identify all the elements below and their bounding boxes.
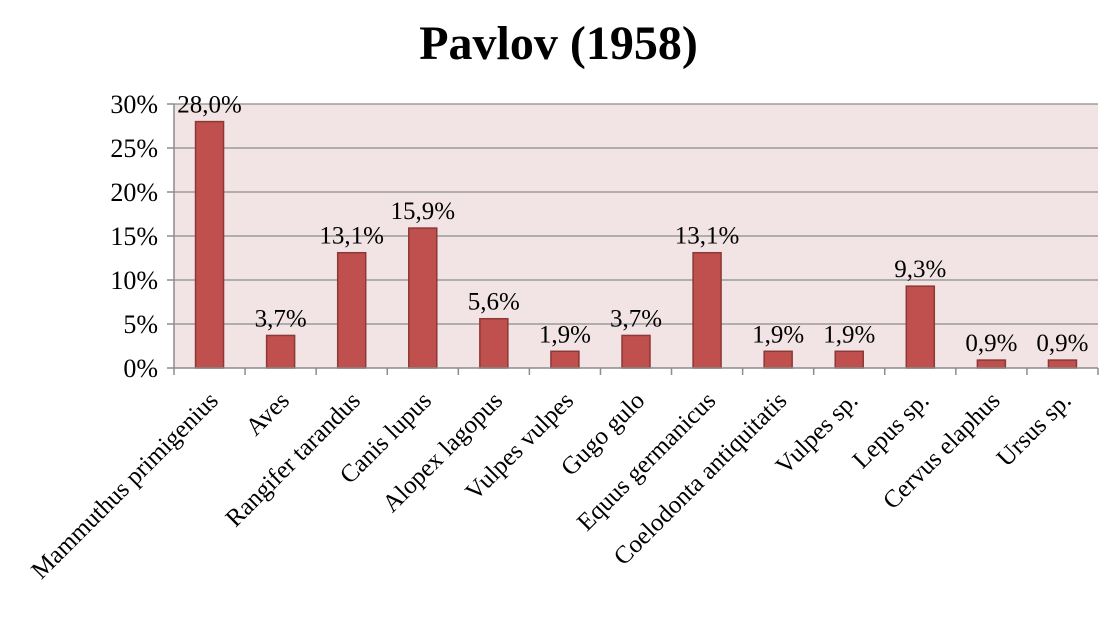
bar [621, 334, 651, 369]
bar [194, 120, 225, 369]
data-label: 9,3% [894, 256, 946, 283]
data-label: 0,9% [1036, 330, 1088, 357]
data-label: 1,9% [752, 321, 804, 348]
bar [834, 350, 864, 369]
data-label: 13,1% [319, 223, 384, 250]
bar [479, 317, 509, 369]
axes [167, 103, 1099, 375]
data-label: 0,9% [965, 330, 1017, 357]
data-label: 13,1% [675, 223, 740, 250]
y-tick-label: 10% [110, 266, 158, 295]
y-tick-labels: 0% 5% 10% 15% 20% 25% 30% [110, 90, 158, 383]
y-tick-label: 25% [110, 134, 158, 163]
bar [976, 359, 1007, 369]
chart-title: Pavlov (1958) [419, 17, 698, 70]
data-label: 3,7% [255, 305, 307, 332]
gridlines [174, 103, 1098, 325]
data-label: 15,9% [390, 198, 455, 225]
bar [1047, 359, 1078, 369]
y-tick-label: 0% [123, 354, 158, 383]
data-label: 1,9% [823, 321, 875, 348]
bar [336, 251, 367, 369]
x-tick-label: Mammuthus primigenius [26, 387, 223, 584]
bar [265, 334, 296, 369]
data-label: 28,0% [177, 92, 242, 119]
data-label: 3,7% [610, 305, 662, 332]
bar [550, 350, 580, 369]
y-tick-label: 20% [110, 178, 158, 207]
data-labels: 28,0%3,7%13,1%15,9%5,6%1,9%3,7%13,1%1,9%… [177, 92, 1088, 357]
y-tick-label: 5% [123, 310, 158, 339]
x-tick-label: Ursus sp. [992, 387, 1077, 472]
bar [763, 350, 793, 369]
y-tick-label: 30% [110, 90, 158, 119]
data-label: 5,6% [468, 289, 520, 316]
data-label: 1,9% [539, 321, 591, 348]
y-tick-label: 15% [110, 222, 158, 251]
bar [905, 285, 936, 369]
bar [692, 251, 722, 369]
bar [408, 227, 438, 369]
x-tick-label: Aves [241, 387, 295, 441]
bars [194, 120, 1078, 369]
